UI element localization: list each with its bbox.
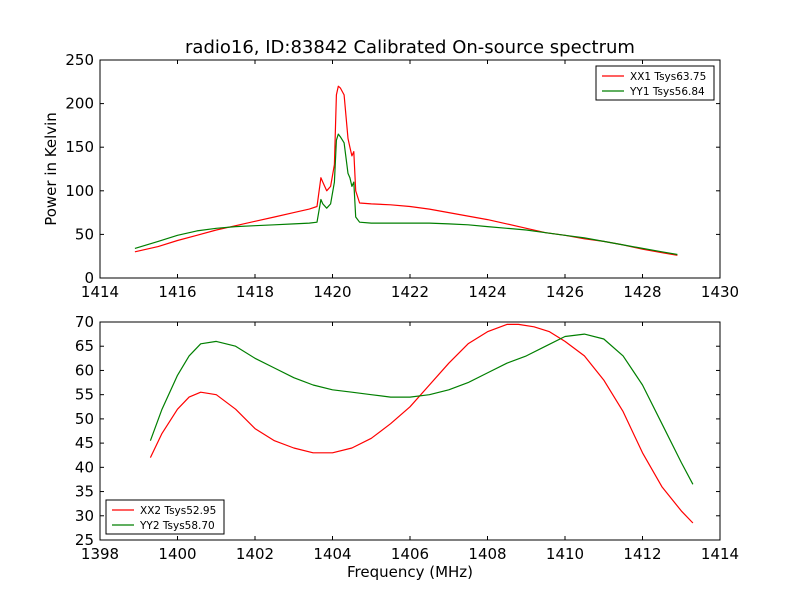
x-tick-label: 1430	[701, 283, 739, 301]
y-tick-label: 70	[75, 313, 94, 331]
series-line-yy2	[149, 333, 694, 485]
x-tick-label: 1428	[623, 283, 661, 301]
x-tick-label: 1400	[158, 545, 196, 563]
x-tick-label: 1424	[468, 283, 506, 301]
x-tick-label: 1408	[468, 545, 506, 563]
y-tick-label: 25	[75, 531, 94, 549]
y-axis-label: Power in Kelvin	[42, 112, 60, 226]
series-line-yy1	[134, 133, 678, 256]
y-tick-label: 100	[65, 182, 94, 200]
legend-box	[595, 65, 715, 101]
x-tick-label: 1414	[81, 283, 119, 301]
legend: XX1 Tsys63.75 YY1 Tsys56.84	[595, 65, 715, 101]
x-tick-label: 1416	[158, 283, 196, 301]
y-tick-label: 0	[84, 269, 94, 287]
x-tick-label: 1398	[81, 545, 119, 563]
y-tick-label: 200	[65, 95, 94, 113]
legend-label: XX1 Tsys63.75	[630, 71, 706, 83]
y-tick-label: 35	[75, 483, 94, 501]
x-tick-label: 1410	[546, 545, 584, 563]
x-tick-label: 1406	[391, 545, 429, 563]
bottom-spectrum-plot: 1398 1400 1402 1404 1406 1408 1410 1412 1414 25 30…	[75, 313, 739, 581]
x-tick-label: 1422	[391, 283, 429, 301]
legend-box	[105, 499, 225, 535]
x-tick-label: 1418	[236, 283, 274, 301]
y-tick-label: 45	[75, 434, 94, 452]
legend-label: XX2 Tsys52.95	[140, 505, 216, 517]
x-tick-label: 1426	[546, 283, 584, 301]
x-tick-label: 1420	[313, 283, 351, 301]
y-tick-label: 65	[75, 337, 94, 355]
y-tick-label: 250	[65, 51, 94, 69]
x-tick-label: 1414	[701, 545, 739, 563]
y-tick-label: 40	[75, 458, 94, 476]
x-axis-label: Frequency (MHz)	[347, 563, 473, 581]
y-tick-label: 150	[65, 138, 94, 156]
legend-label: YY1 Tsys56.84	[629, 86, 705, 98]
y-tick-label: 50	[75, 225, 94, 243]
x-tick-label: 1412	[623, 545, 661, 563]
y-tick-label: 50	[75, 410, 94, 428]
y-tick-label: 30	[75, 507, 94, 525]
x-tick-label: 1404	[313, 545, 351, 563]
y-tick-label: 55	[75, 386, 94, 404]
legend: XX2 Tsys52.95 YY2 Tsys58.70	[105, 499, 225, 535]
x-tick-label: 1402	[236, 545, 274, 563]
top-spectrum-plot: 1414 1416 1418 1420 1422 1424 1426 1428 1430 0 50 1…	[42, 51, 739, 301]
legend-label: YY2 Tsys58.70	[139, 520, 215, 532]
figure-title: radio16, ID:83842 Calibrated On-source s…	[185, 37, 635, 58]
y-tick-label: 60	[75, 361, 94, 379]
